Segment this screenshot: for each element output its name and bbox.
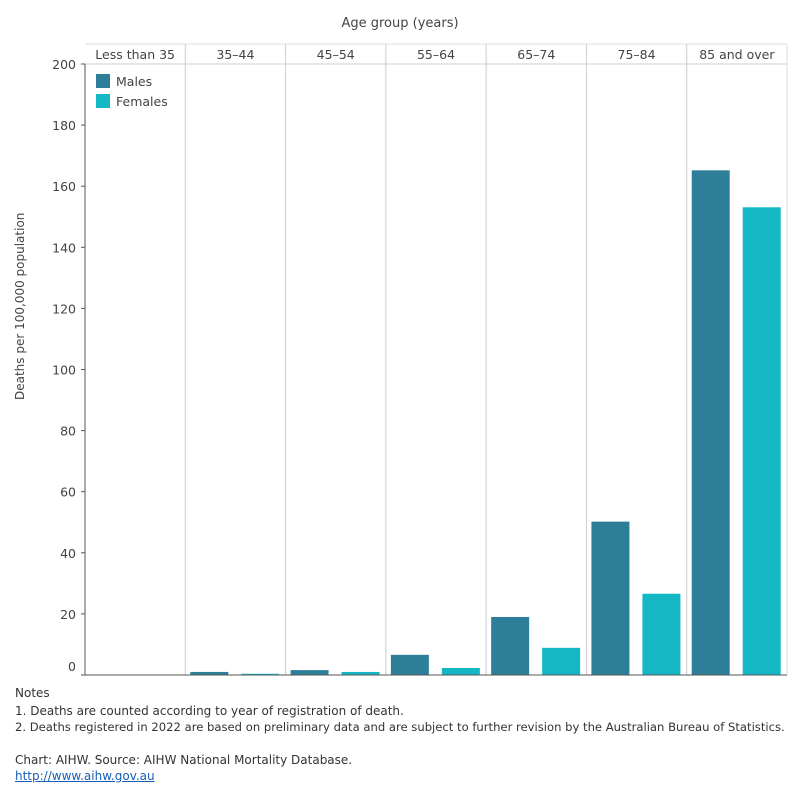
bar-males-1 [190,671,229,675]
category-label: 85 and over [699,47,775,62]
category-label: 65–74 [517,47,555,62]
bar-males-5 [591,521,630,675]
notes-heading: Notes [15,686,50,700]
bar-females-4 [542,647,581,675]
y-tick-label: 200 [52,57,76,72]
bar-males-3 [390,654,429,675]
x-axis-title: Age group (years) [341,16,459,31]
source-text: Chart: AIHW. Source: AIHW National Morta… [15,753,353,767]
note-1: 1. Deaths are counted according to year … [15,704,404,718]
category-label: Less than 35 [95,47,175,62]
y-tick-label: 80 [60,424,76,439]
legend-label-females: Females [116,94,168,109]
bar-females-6 [742,207,781,676]
category-label: 45–54 [317,47,355,62]
y-tick-label: 140 [52,240,76,255]
y-tick-label: 100 [52,363,76,378]
category-label: 75–84 [618,47,656,62]
y-tick-label: 180 [52,118,76,133]
category-label: 35–44 [216,47,254,62]
y-tick-label: 40 [60,546,76,561]
bar-females-3 [441,667,480,675]
note-2: 2. Deaths registered in 2022 are based o… [15,720,785,734]
bar-females-2 [341,671,380,675]
bar-males-4 [491,616,530,675]
y-tick-label: 120 [52,301,76,316]
bar-chart: Less than 35 35–44 45–54 55–64 65–74 75–84 85 … [52,43,788,676]
aihw-link[interactable]: http://www.aihw.gov.au [15,769,155,783]
y-tick-label: 20 [60,607,76,622]
y-tick-label: 160 [52,179,76,194]
category-label: 55–64 [417,47,455,62]
y-axis-title: Deaths per 100,000 population [13,212,27,400]
legend-swatch-males [96,74,110,88]
legend-swatch-females [96,94,110,108]
y-tick-label: 60 [60,485,76,500]
bar-females-5 [642,593,681,675]
bar-males-6 [691,170,730,675]
bar-females-1 [241,673,280,675]
y-tick-label: 0 [68,659,76,674]
legend-label-males: Males [116,74,152,89]
bar-males-2 [290,670,329,675]
